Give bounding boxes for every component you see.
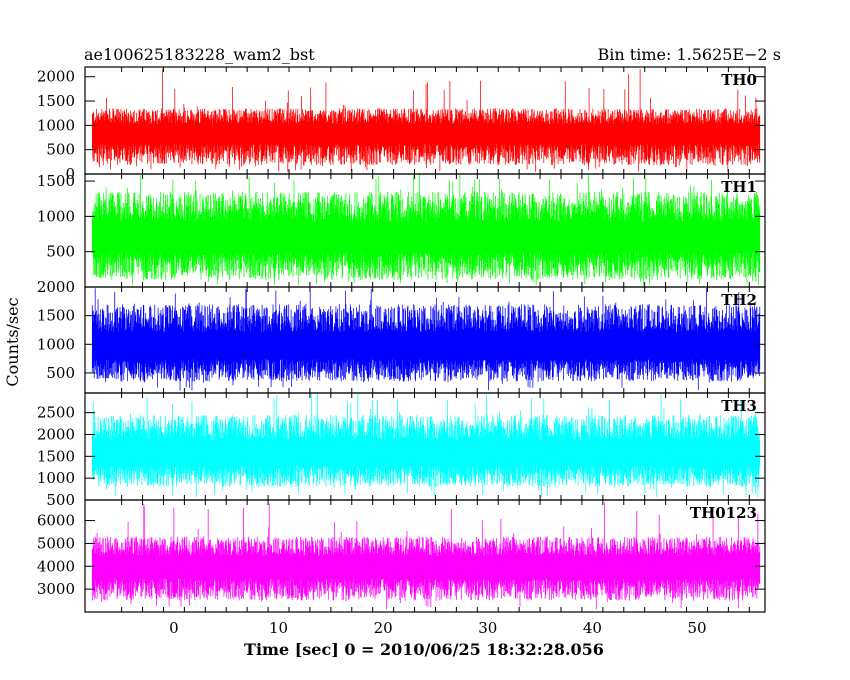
x-tick-label: 40 <box>583 619 602 637</box>
chart-title: ae100625183228_wam2_bst <box>84 45 315 64</box>
y-tick-label: 500 <box>46 141 75 159</box>
panel-label: TH0123 <box>690 504 757 522</box>
x-tick-label: 50 <box>687 619 706 637</box>
y-tick-label: 2000 <box>37 278 75 296</box>
panel-th2: TH2 500 1000 1500 2000 <box>37 278 766 394</box>
panels-group: TH00500100015002000TH150010001500TH25001… <box>37 66 766 637</box>
x-tick-label: 20 <box>374 619 393 637</box>
y-tick-label: 500 <box>46 243 75 261</box>
series-th0 <box>91 68 761 172</box>
y-tick-label: 1500 <box>37 92 75 110</box>
panel-label: TH0 <box>721 71 757 89</box>
panel-frame <box>84 499 766 613</box>
panel-label: TH3 <box>721 397 757 415</box>
y-tick-label: 5000 <box>37 534 75 552</box>
bin-time-label: Bin time: 1.5625E−2 s <box>598 45 781 64</box>
y-axis-label: Counts/sec <box>3 297 22 386</box>
y-tick-label: 2000 <box>37 425 75 443</box>
y-tick-label: 500 <box>46 364 75 382</box>
panel-th0123: TH0123 3000 4000 5000 6000 <box>37 499 766 613</box>
panel-th1: TH1 500 1000 1500 <box>37 172 766 288</box>
series-th3 <box>91 393 761 498</box>
y-tick-label: 1500 <box>37 447 75 465</box>
y-tick-label: 1000 <box>37 335 75 353</box>
y-tick-label: 500 <box>46 491 75 509</box>
y-tick-label: 1500 <box>37 307 75 325</box>
series-th1 <box>91 174 761 286</box>
x-axis-label: Time [sec] 0 = 2010/06/25 18:32:28.056 <box>244 640 604 659</box>
y-tick-label: 1000 <box>37 116 75 134</box>
x-tick-label: 10 <box>269 619 288 637</box>
y-tick-label: 1500 <box>37 172 75 190</box>
y-tick-label: 6000 <box>37 512 75 530</box>
panel-th3: TH3 500 1000 1500 2000 2500 <box>37 392 766 509</box>
y-tick-label: 4000 <box>37 557 75 575</box>
x-tick-label: 0 <box>169 619 179 637</box>
panel-label: TH2 <box>721 291 757 309</box>
x-tick-label: 30 <box>478 619 497 637</box>
panel-label: TH1 <box>721 178 757 196</box>
series-th2 <box>91 288 761 391</box>
panel-th0: TH0 0 500 1000 1500 2000 <box>37 66 766 183</box>
series-th0123 <box>91 502 761 610</box>
y-tick-label: 3000 <box>37 580 75 598</box>
y-tick-label: 2000 <box>37 68 75 86</box>
y-tick-label: 1000 <box>37 207 75 225</box>
y-tick-label: 2500 <box>37 404 75 422</box>
y-tick-label: 1000 <box>37 469 75 487</box>
y-tick-label: 0 <box>65 165 75 183</box>
